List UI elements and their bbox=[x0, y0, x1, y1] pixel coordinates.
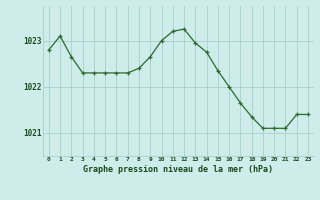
X-axis label: Graphe pression niveau de la mer (hPa): Graphe pression niveau de la mer (hPa) bbox=[84, 165, 273, 174]
